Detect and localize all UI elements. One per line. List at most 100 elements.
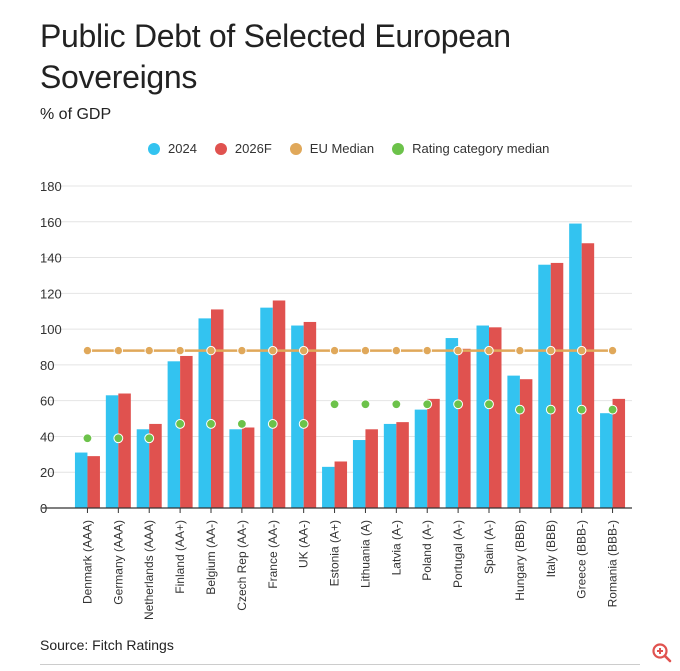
bar-2026f-1 — [118, 393, 131, 508]
x-tick-label-6: France (AA-) — [266, 520, 280, 589]
x-tick-label-7: UK (AA-) — [297, 520, 311, 568]
bar-2026f-15 — [550, 262, 564, 508]
eu-median-point-3 — [175, 345, 185, 356]
rating-median-point-6 — [267, 419, 278, 429]
x-tick-label-9: Lithuania (A) — [358, 520, 372, 588]
legend-item-2026f[interactable]: 2026F — [214, 141, 272, 156]
bar-2026f-10 — [396, 422, 409, 508]
bar-2024-11 — [414, 409, 428, 508]
y-tick-label-140: 140 — [40, 251, 62, 266]
x-tick-label-11: Poland (A-) — [420, 520, 434, 581]
eu-median-point-1 — [113, 345, 124, 356]
y-tick-label-60: 60 — [40, 394, 54, 409]
y-tick-label-160: 160 — [40, 215, 62, 230]
bar-2024-8 — [322, 466, 335, 508]
eu-median-point-7 — [298, 345, 309, 356]
x-tick-label-1: Germany (AAA) — [111, 520, 125, 605]
zoom-button[interactable] — [650, 641, 674, 665]
y-tick-label-80: 80 — [40, 358, 54, 373]
eu-median-point-2 — [144, 345, 154, 356]
eu-median-point-15 — [546, 345, 556, 356]
bar-2026f-13 — [489, 327, 502, 508]
rating-median-point-2 — [144, 433, 155, 444]
legend-label-rating-median: Rating category median — [412, 141, 550, 156]
legend-dot-eu-median — [289, 142, 302, 155]
rating-median-point-17 — [607, 404, 618, 415]
rating-median-point-15 — [545, 404, 556, 415]
y-tick-label-20: 20 — [40, 465, 54, 480]
bar-2024-4 — [198, 318, 211, 508]
y-unit-label: % of GDP — [40, 106, 112, 123]
bar-2024-15 — [538, 264, 551, 508]
x-tick-label-4: Belgium (AA-) — [204, 520, 218, 595]
eu-median-point-17 — [607, 345, 618, 356]
x-tick-label-13: Spain (A-) — [482, 520, 496, 574]
bar-2024-3 — [167, 361, 181, 508]
rating-median-point-7 — [298, 419, 309, 429]
legend-item-eu-median[interactable]: EU Median — [289, 141, 375, 156]
eu-median-point-10 — [391, 345, 402, 356]
bar-2026f-2 — [149, 423, 162, 508]
rating-median-point-4 — [206, 419, 216, 429]
eu-median-point-12 — [453, 345, 463, 356]
rating-median-point-1 — [113, 433, 124, 444]
bar-2024-13 — [476, 325, 489, 508]
bar-2026f-17 — [612, 398, 626, 508]
rating-median-point-5 — [236, 419, 247, 429]
bar-2024-12 — [445, 338, 459, 508]
rating-median-point-0 — [82, 433, 93, 444]
eu-median-point-5 — [237, 345, 247, 356]
bar-2024-7 — [291, 325, 304, 508]
chart-title: Public Debt of Selected European Soverei… — [40, 18, 511, 95]
eu-median-point-4 — [206, 345, 216, 356]
legend-item-2024[interactable]: 2024 — [148, 141, 197, 156]
bar-2026f-11 — [427, 398, 440, 508]
eu-median-point-14 — [515, 345, 525, 356]
bar-2026f-6 — [272, 300, 286, 508]
bar-2024-6 — [260, 307, 273, 508]
x-tick-label-17: Romania (BBB-) — [606, 520, 620, 607]
x-tick-label-10: Latvia (A-) — [389, 520, 403, 575]
legend-label-eu-median: EU Median — [309, 141, 375, 156]
bar-2024-0 — [74, 452, 88, 508]
bar-2026f-7 — [303, 321, 317, 508]
bar-2026f-3 — [180, 355, 193, 508]
bar-2026f-14 — [519, 379, 533, 508]
bar-2026f-16 — [581, 243, 595, 508]
bar-2026f-9 — [365, 429, 378, 508]
eu-median-point-13 — [484, 345, 494, 356]
bar-2024-16 — [569, 223, 582, 509]
x-tick-label-8: Estonia (A+) — [328, 520, 342, 586]
legend-item-rating-median[interactable]: Rating category median — [392, 141, 549, 156]
x-tick-label-14: Hungary (BBB) — [513, 520, 527, 601]
x-tick-label-0: Denmark (AAA) — [80, 520, 94, 604]
rating-median-point-16 — [576, 404, 587, 415]
rating-median-point-12 — [453, 399, 464, 410]
y-tick-label-120: 120 — [40, 286, 62, 301]
rating-median-point-14 — [514, 404, 525, 415]
eu-median-point-8 — [329, 345, 340, 356]
eu-median-point-0 — [82, 345, 93, 356]
rating-median-point-11 — [422, 399, 433, 410]
source-note: Source: Fitch Ratings — [40, 637, 174, 653]
bottom-divider — [40, 664, 640, 665]
y-tick-label-180: 180 — [40, 179, 62, 194]
rating-median-point-3 — [175, 419, 186, 429]
x-tick-label-3: Finland (AA+) — [173, 520, 187, 594]
x-tick-label-2: Netherlands (AAA) — [142, 520, 156, 620]
bar-2024-10 — [383, 423, 397, 508]
legend-label-2024: 2024 — [168, 141, 197, 156]
legend-dot-2026f — [214, 142, 227, 155]
y-tick-label-40: 40 — [40, 429, 54, 444]
eu-median-point-9 — [360, 345, 371, 356]
x-tick-label-12: Portugal (A-) — [451, 520, 465, 588]
zoom-in-icon — [652, 643, 672, 663]
legend-label-2026f: 2026F — [234, 141, 272, 156]
bar-2024-9 — [352, 440, 366, 508]
bar-2026f-12 — [458, 348, 471, 508]
bar-2026f-5 — [241, 427, 255, 508]
eu-median-point-16 — [576, 345, 587, 356]
rating-median-point-13 — [484, 399, 494, 410]
bar-2024-14 — [507, 375, 520, 508]
